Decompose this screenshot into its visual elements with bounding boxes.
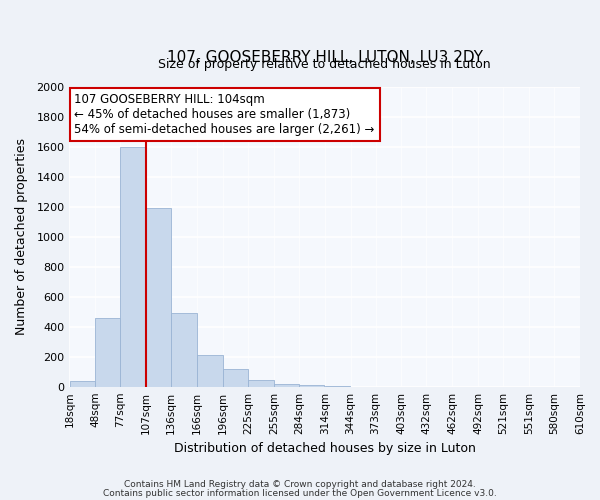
Bar bbox=[121, 147, 146, 386]
Y-axis label: Number of detached properties: Number of detached properties bbox=[15, 138, 28, 336]
Bar bbox=[248, 380, 274, 386]
Bar bbox=[95, 318, 120, 386]
Bar bbox=[146, 208, 171, 386]
Bar bbox=[172, 314, 197, 386]
Text: Contains public sector information licensed under the Open Government Licence v3: Contains public sector information licen… bbox=[103, 489, 497, 498]
Text: Contains HM Land Registry data © Crown copyright and database right 2024.: Contains HM Land Registry data © Crown c… bbox=[124, 480, 476, 489]
X-axis label: Distribution of detached houses by size in Luton: Distribution of detached houses by size … bbox=[174, 442, 476, 455]
Title: 107, GOOSEBERRY HILL, LUTON, LU3 2DY: 107, GOOSEBERRY HILL, LUTON, LU3 2DY bbox=[167, 50, 482, 65]
Bar bbox=[299, 385, 325, 386]
Text: Size of property relative to detached houses in Luton: Size of property relative to detached ho… bbox=[158, 58, 491, 70]
Bar bbox=[274, 384, 299, 386]
Bar bbox=[197, 355, 223, 386]
Text: 107 GOOSEBERRY HILL: 104sqm
← 45% of detached houses are smaller (1,873)
54% of : 107 GOOSEBERRY HILL: 104sqm ← 45% of det… bbox=[74, 93, 375, 136]
Bar bbox=[70, 382, 95, 386]
Bar bbox=[223, 370, 248, 386]
